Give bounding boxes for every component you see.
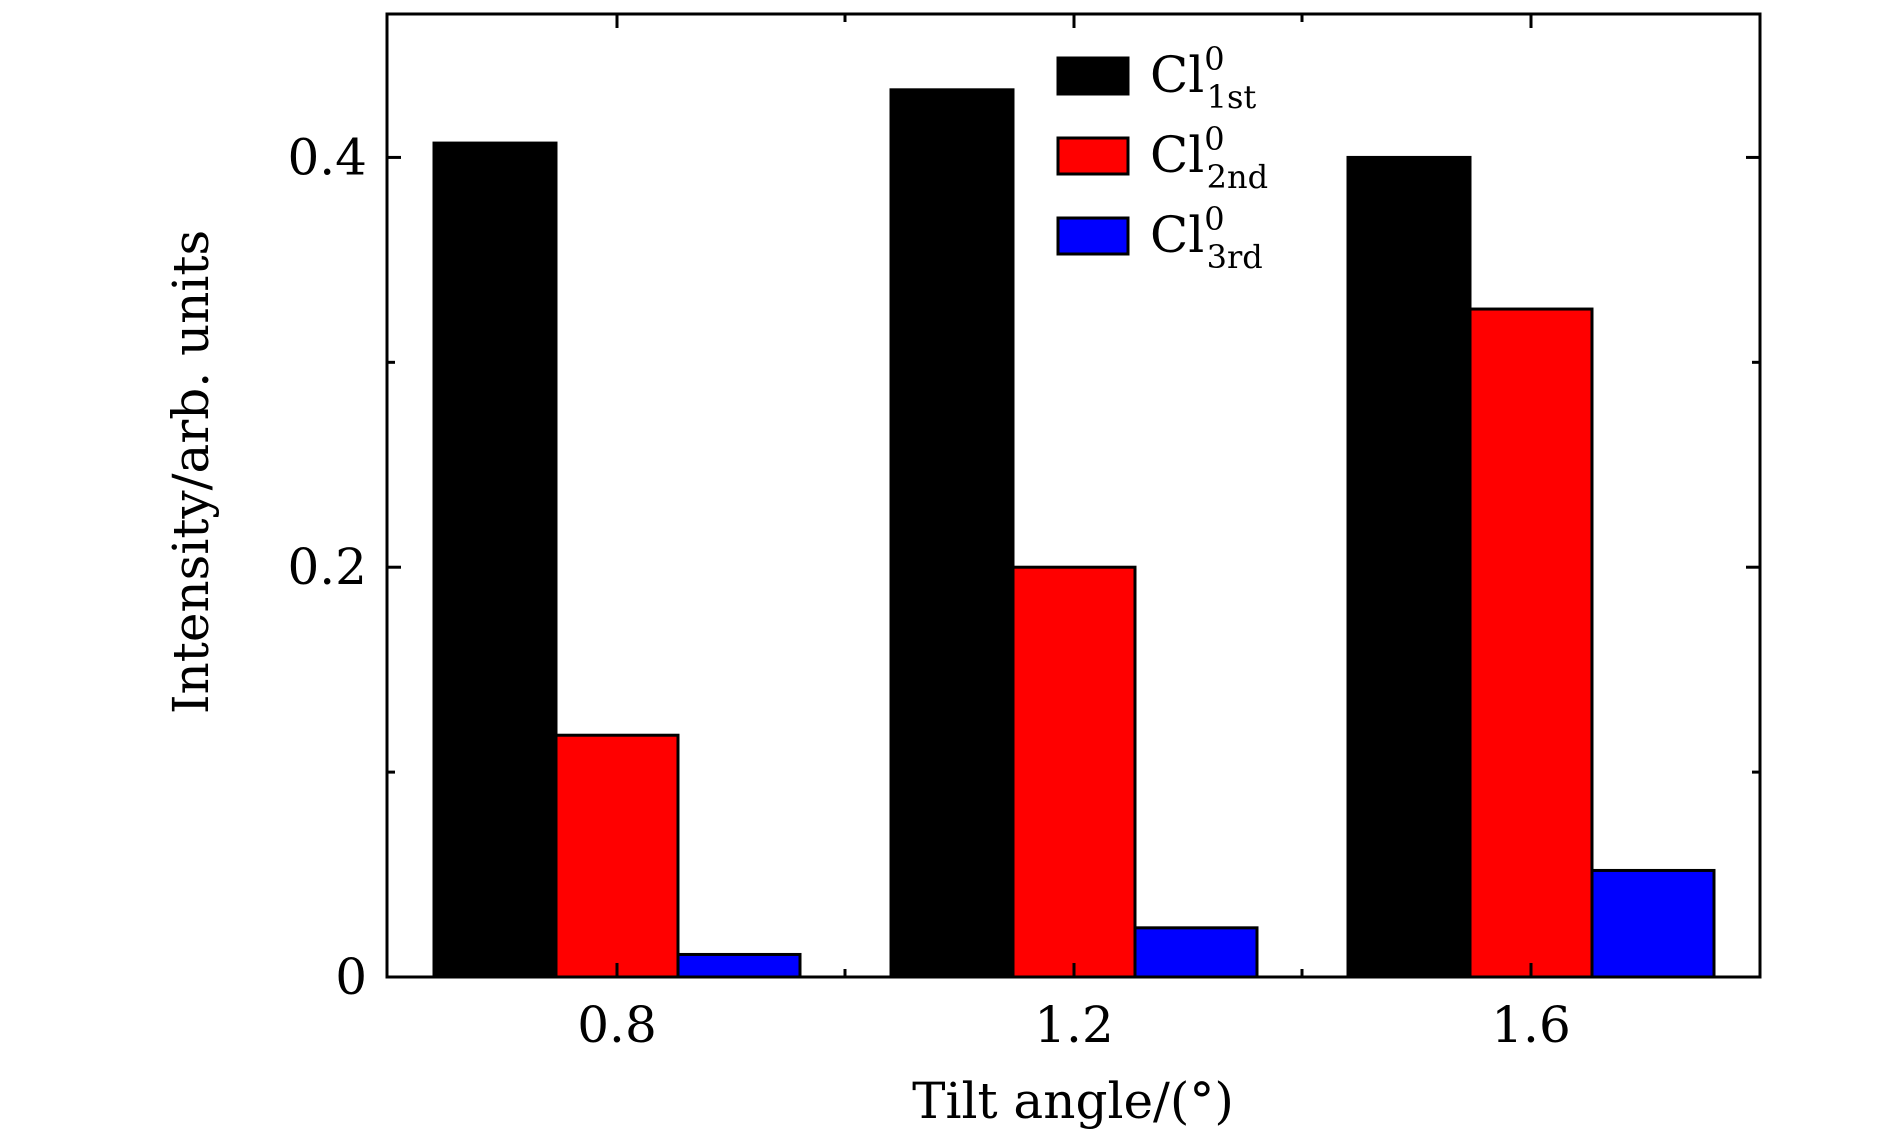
x-axis-title: Tilt angle/(°) xyxy=(912,1072,1234,1130)
legend-swatch-Cl2nd0 xyxy=(1056,136,1130,176)
x-tick-label: 0.8 xyxy=(577,996,657,1054)
x-tick-label: 1.6 xyxy=(1491,996,1571,1054)
bar-Cl1st0-0.8 xyxy=(432,141,558,979)
legend-label-Cl1st0: Cl0 1st xyxy=(1150,40,1256,116)
legend-label-Cl2nd0: Cl0 2nd xyxy=(1150,120,1268,196)
bar-Cl3rd0-1.2 xyxy=(1133,926,1259,979)
y-tick-label: 0.2 xyxy=(287,538,367,596)
bar-Cl1st0-1.6 xyxy=(1346,155,1472,979)
legend-label-Cl3rd0: Cl0 3rd xyxy=(1150,200,1263,276)
bar-Cl2nd0-1.6 xyxy=(1468,307,1594,979)
y-tick-label: 0.4 xyxy=(287,128,367,186)
x-axis: 0.8 1.2 1.6 xyxy=(577,14,1571,1054)
y-tick-label: 0 xyxy=(335,948,367,1006)
y-axis: 0 0.2 0.4 xyxy=(287,128,1760,1006)
legend-swatch-Cl3rd0 xyxy=(1056,216,1130,256)
y-axis-title: Intensity/arb. units xyxy=(162,230,220,714)
bar-Cl3rd0-0.8 xyxy=(676,952,802,979)
legend-swatch-Cl1st0 xyxy=(1056,56,1130,96)
bars-layer xyxy=(432,88,1716,979)
bar-Cl1st0-1.2 xyxy=(889,88,1015,979)
x-tick-label: 1.2 xyxy=(1034,996,1114,1054)
bar-Cl2nd0-1.2 xyxy=(1011,565,1137,979)
bar-Cl3rd0-1.6 xyxy=(1590,868,1716,979)
bar-Cl2nd0-0.8 xyxy=(554,733,680,979)
